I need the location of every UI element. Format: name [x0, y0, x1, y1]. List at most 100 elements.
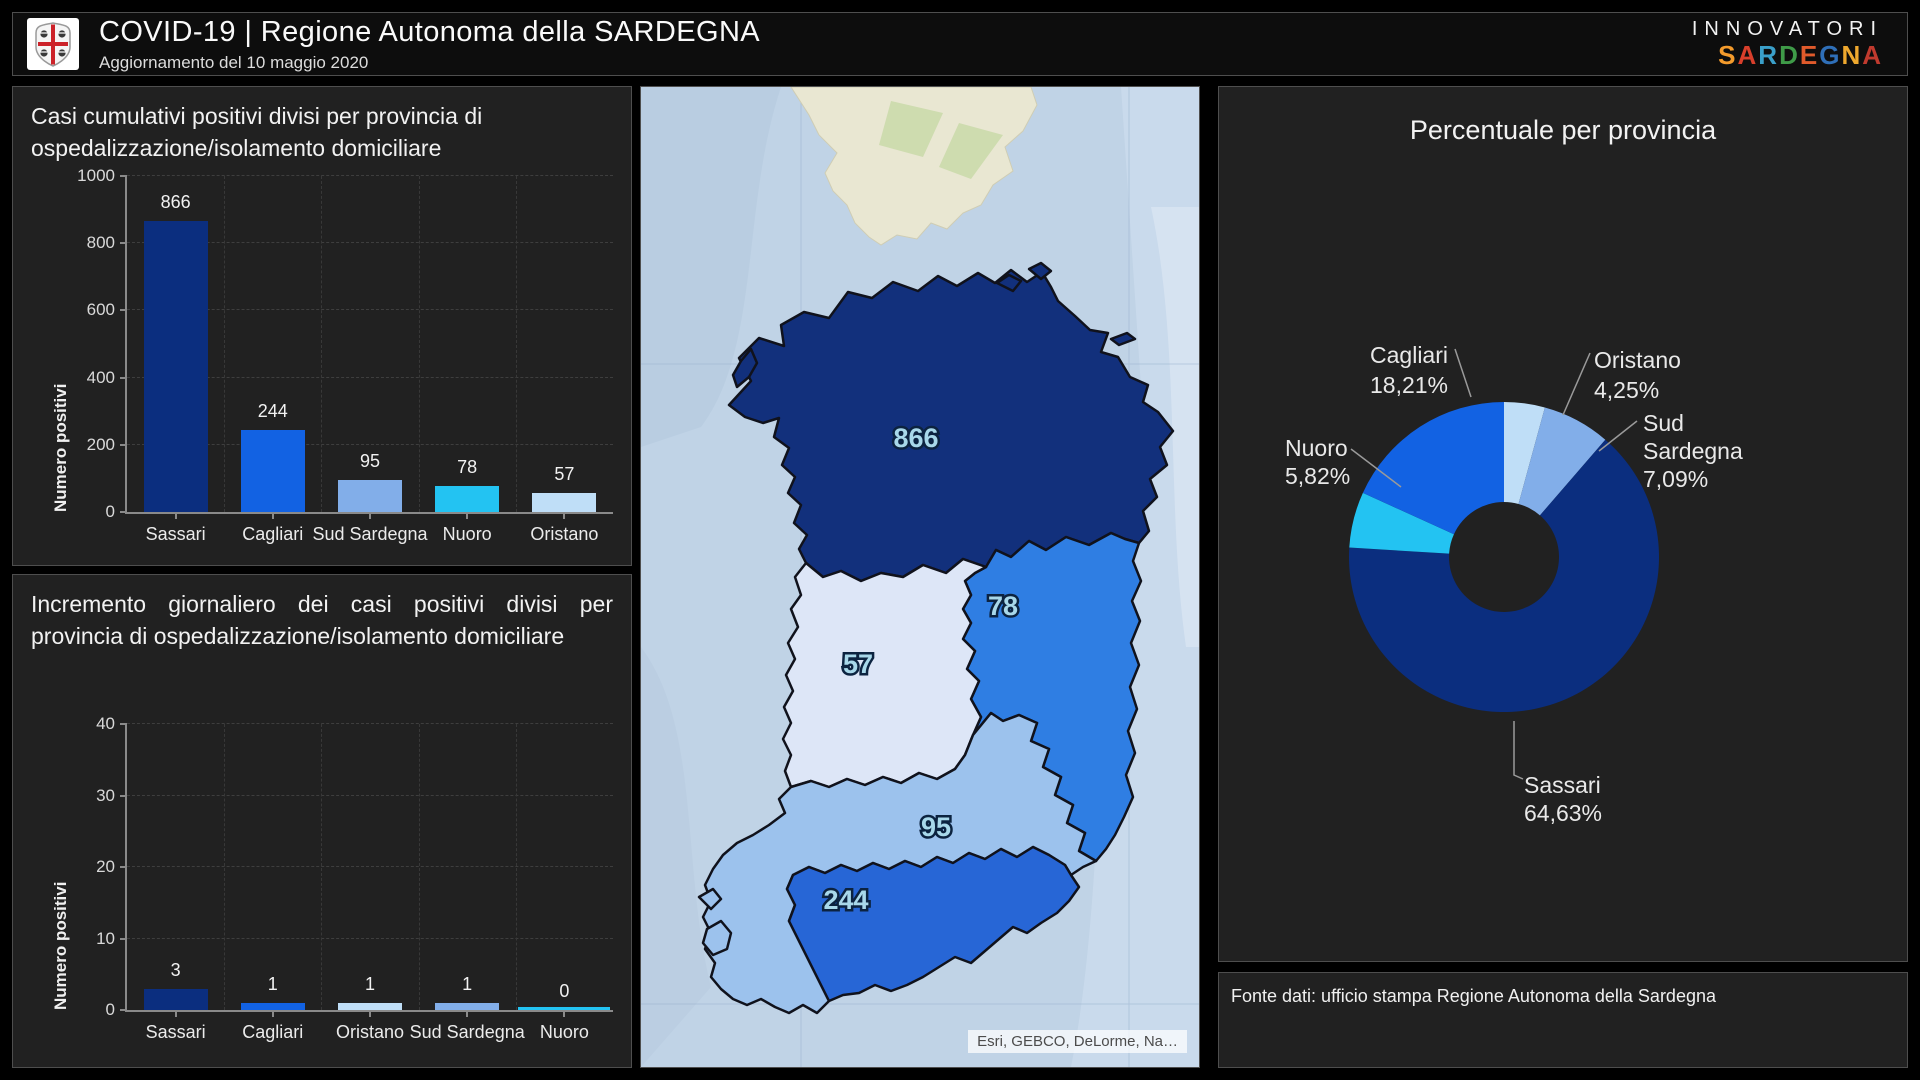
bar-oristano[interactable]: [338, 1002, 402, 1010]
x-tick-mark: [466, 512, 469, 519]
bar-value-label: 57: [554, 463, 575, 484]
map-canvas: 866 78 57 95 244: [641, 87, 1199, 1067]
cumulative-cases-chart-panel: Casi cumulativi positivi divisi per prov…: [12, 86, 632, 566]
gridline: [127, 175, 613, 176]
x-category-label: Nuoro: [539, 1022, 589, 1042]
donut-chart-title: Percentuale per provincia: [1409, 115, 1717, 145]
data-source-text: Fonte dati: ufficio stampa Regione Auton…: [1231, 986, 1716, 1006]
y-tick-mark: [120, 376, 127, 379]
vertical-gridline: [321, 176, 323, 512]
bathymetry-southwest: [641, 647, 711, 1067]
sardinia-choropleth-map[interactable]: 866 78 57 95 244 Esri, GEBCO, DeLorme, N…: [640, 86, 1200, 1068]
island-sant-antioco: [701, 919, 733, 957]
donut-chart: Cagliari 18,21% Oristano 4,25% Sud Sardegna 7,…: [1285, 342, 1743, 826]
corsica-landmass: [790, 87, 1038, 246]
province-sassari[interactable]: [727, 268, 1175, 583]
x-tick-mark: [466, 1010, 469, 1017]
brand-line-sardegna: SARDEGNA: [1692, 39, 1883, 71]
header-titles: COVID-19 | Regione Autonoma della SARDEG…: [99, 16, 760, 73]
x-tick-mark: [369, 512, 371, 519]
gridline: [127, 866, 613, 867]
map-label-cagliari: 244: [823, 885, 868, 915]
x-category-label: Nuoro: [442, 524, 492, 544]
gridline: [127, 242, 613, 244]
bar-nuoro[interactable]: [518, 1007, 611, 1010]
donut-slice-oristano[interactable]: [1504, 402, 1545, 504]
bar-value-label: 95: [359, 451, 381, 472]
bar-sassari[interactable]: [143, 221, 208, 512]
gridline: [127, 376, 613, 378]
callout-label-nuoro: Nuoro 5,82%: [1285, 435, 1350, 489]
callout-leader-line: [1454, 348, 1472, 398]
sardegna-coat-of-arms-logo: [27, 18, 79, 70]
donut-slice-cagliari[interactable]: [1362, 402, 1504, 535]
y-tick-mark: [120, 937, 127, 940]
donut-slice-sassari[interactable]: [1349, 439, 1659, 712]
bar-sud-sardegna[interactable]: [338, 480, 402, 512]
percentage-donut-panel: Percentuale per provincia Cagliari 18,21%…: [1218, 86, 1908, 962]
bar-sassari[interactable]: [143, 988, 208, 1010]
x-category-label: Cagliari: [242, 524, 304, 544]
y-tick-label: 0: [105, 1000, 115, 1019]
map-label-oristano: 57: [843, 649, 873, 679]
daily-bar-chart: Numero positivi 0 10 20 30 40 3 Sassari 1 Caglia…: [51, 714, 613, 1042]
vertical-gridline: [321, 724, 323, 1010]
brand-letter: R: [1758, 39, 1780, 70]
bar-nuoro[interactable]: [435, 485, 500, 512]
x-category-label: Sud Sardegna: [312, 524, 428, 544]
vertical-gridline: [418, 176, 420, 512]
y-tick-label: 40: [96, 714, 115, 733]
x-category-label: Oristano: [335, 1022, 405, 1042]
x-tick-mark: [174, 512, 177, 519]
y-tick-label: 600: [86, 300, 115, 320]
y-tick-mark: [120, 1009, 127, 1011]
bar-value-label: 866: [160, 192, 191, 213]
y-tick-label: 200: [86, 434, 115, 454]
bar-value-label: 0: [559, 981, 570, 1001]
brand-letter: N: [1841, 39, 1863, 70]
update-date: Aggiornamento del 10 maggio 2020: [99, 52, 369, 72]
y-tick-mark: [120, 511, 127, 513]
brand-letter: S: [1718, 39, 1738, 70]
bathymetry-northwest: [641, 87, 781, 447]
data-source-panel: Fonte dati: ufficio stampa Regione Auton…: [1218, 972, 1908, 1068]
map-value-labels: 866 78 57 95 244: [821, 421, 1021, 918]
vertical-gridline: [224, 724, 226, 1010]
bar-cagliari[interactable]: [240, 1002, 305, 1010]
y-tick-mark: [120, 723, 127, 725]
province-cagliari[interactable]: [785, 845, 1081, 1003]
bar-sud-sardegna[interactable]: [435, 1002, 500, 1010]
island-asinara: [731, 347, 759, 389]
bar-value-label: 1: [364, 973, 376, 994]
x-category-label: Oristano: [530, 524, 599, 544]
callout-label-sud-sardegna: Sud Sardegna 7,09%: [1643, 410, 1743, 492]
province-oristano[interactable]: [781, 557, 988, 789]
brand-line-innovatori: INNOVATORI: [1691, 17, 1883, 40]
gridline: [127, 937, 613, 939]
map-label-sassari: 866: [893, 423, 938, 453]
y-tick-mark: [120, 866, 127, 868]
x-category-label: Sassari: [145, 524, 206, 544]
brand-letter: A: [1737, 39, 1759, 70]
y-tick-label: 10: [96, 928, 115, 948]
brand-letter: E: [1799, 39, 1820, 70]
donut-slice-sud-sardegna[interactable]: [1518, 407, 1606, 516]
brand-letter: A: [1862, 39, 1883, 70]
map-label-sud-sardegna: 95: [921, 812, 951, 842]
y-tick-mark: [120, 309, 127, 312]
bar-cagliari[interactable]: [240, 430, 305, 512]
x-tick-mark: [369, 1010, 371, 1017]
y-tick-mark: [120, 175, 127, 177]
y-tick-label: 0: [105, 502, 115, 521]
gridline: [127, 309, 613, 311]
bar-oristano[interactable]: [532, 492, 597, 512]
header-bar: COVID-19 | Regione Autonoma della SARDEG…: [12, 12, 1908, 76]
y-axis-label: Numero positivi: [51, 383, 70, 512]
gridline: [127, 794, 613, 796]
daily-increment-chart-panel: Incremento giornaliero dei casi positivi…: [12, 574, 632, 1068]
callout-label-sassari: Sassari 64,63%: [1524, 772, 1602, 826]
x-category-label: Sassari: [145, 1022, 206, 1042]
bar-value-label: 3: [170, 959, 181, 980]
donut-slice-nuoro[interactable]: [1349, 492, 1454, 554]
page-title: COVID-19 | Regione Autonoma della SARDEG…: [99, 15, 761, 48]
